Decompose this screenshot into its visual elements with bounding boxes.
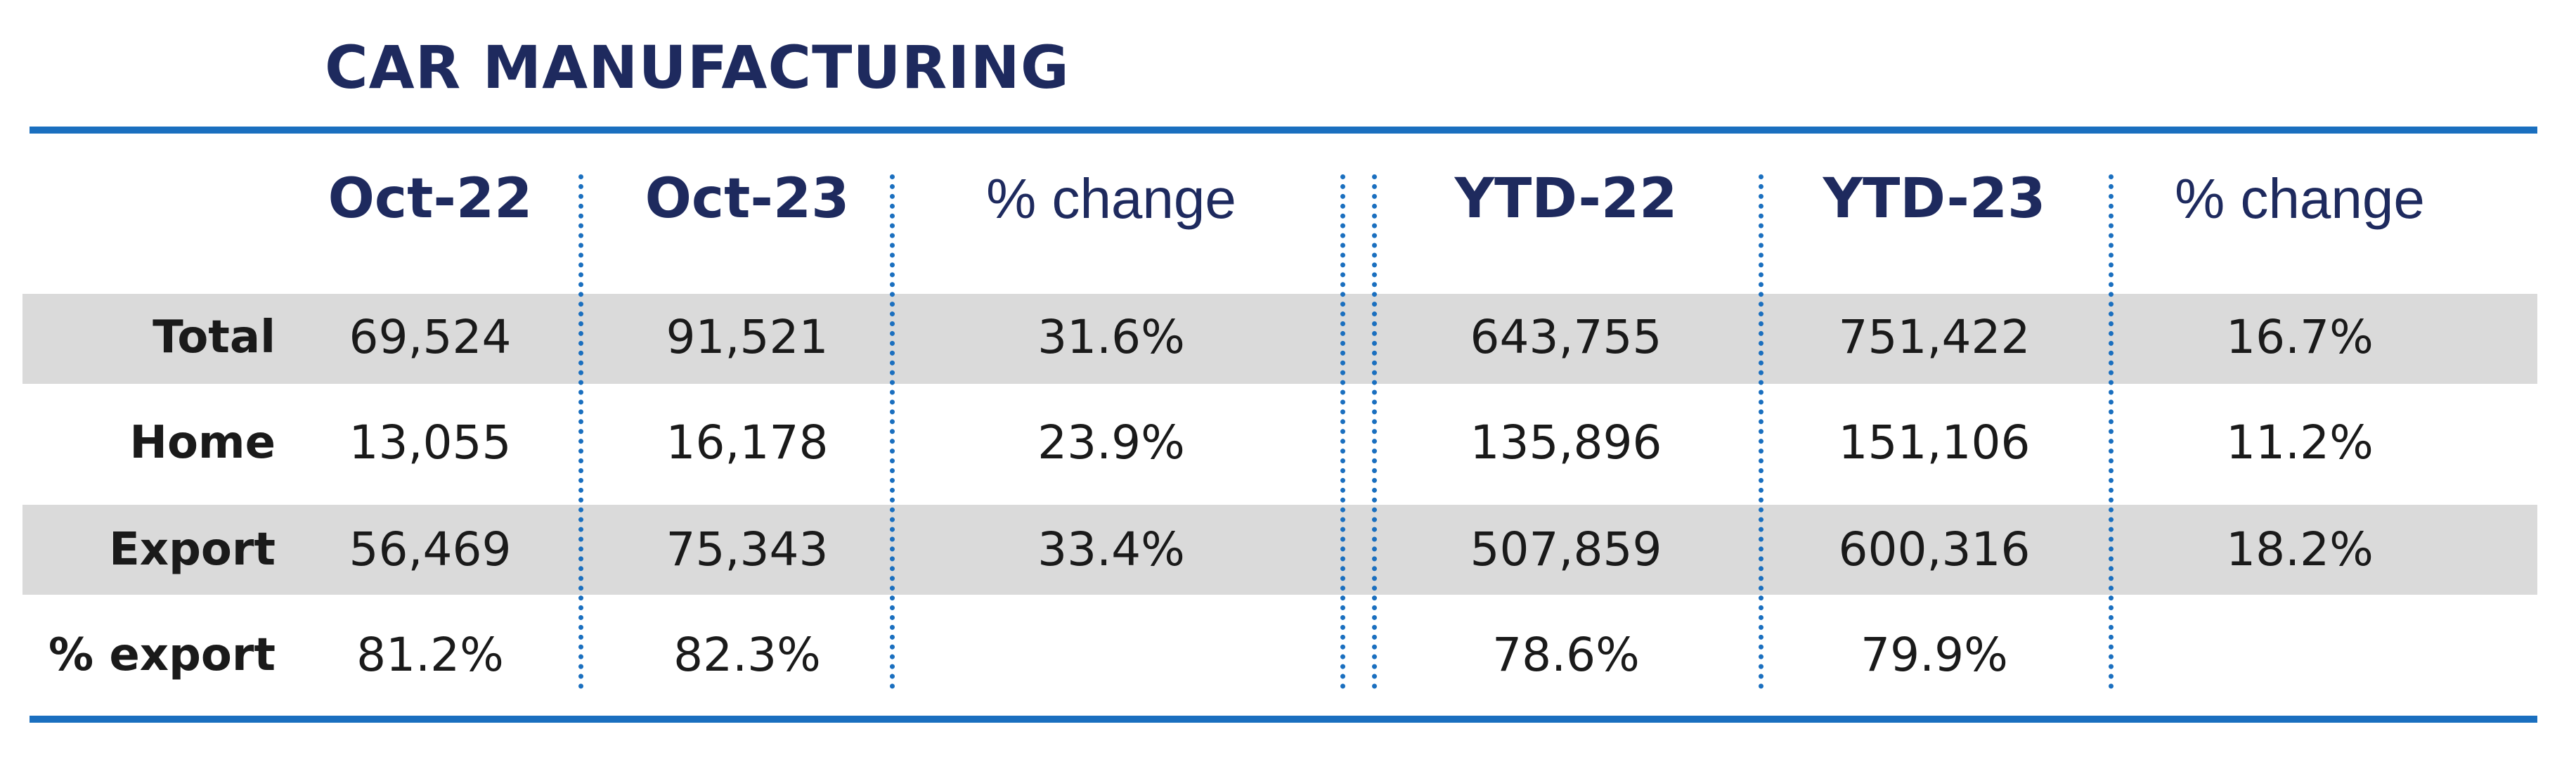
column-divider <box>1340 174 1345 689</box>
table-cell <box>2152 620 2447 690</box>
table-cell: 151,106 <box>1838 415 2031 470</box>
table-cell: 79.9% <box>1860 628 2008 682</box>
row-band-export <box>22 505 2537 595</box>
column-header: Oct-22 <box>328 167 533 231</box>
table-cell: 78.6% <box>1492 628 1640 682</box>
table-cell: 16.7% <box>2226 310 2374 364</box>
column-header: % change <box>986 167 1236 230</box>
column-header: Oct-23 <box>645 167 850 231</box>
column-divider <box>2109 174 2114 689</box>
table-cell: 91,521 <box>666 310 829 364</box>
bottom-rule <box>30 716 2537 723</box>
table-cell: 18.2% <box>2226 522 2374 576</box>
row-band-total <box>22 294 2537 384</box>
table-cell: 507,859 <box>1470 522 1662 576</box>
table-cell: 82.3% <box>673 628 821 682</box>
table-cell <box>964 620 1259 690</box>
column-divider <box>1372 174 1377 689</box>
column-divider <box>578 174 583 689</box>
column-header: YTD-23 <box>1823 167 2046 231</box>
table-cell: 643,755 <box>1470 310 1662 364</box>
table-cell: 751,422 <box>1838 310 2031 364</box>
table-cell: 135,896 <box>1470 415 1662 470</box>
table-cell: 33.4% <box>1037 522 1185 576</box>
table-cell: 16,178 <box>666 415 829 470</box>
page-title: CAR MANUFACTURING <box>325 33 1070 102</box>
table-cell: 69,524 <box>349 310 512 364</box>
row-label: Export <box>109 524 276 576</box>
table-cell: 23.9% <box>1037 415 1185 470</box>
column-header: YTD-22 <box>1454 167 1678 231</box>
column-divider <box>1759 174 1763 689</box>
top-rule <box>30 127 2537 134</box>
row-label: % export <box>48 629 276 681</box>
table-cell: 11.2% <box>2226 415 2374 470</box>
table-cell: 13,055 <box>349 415 512 470</box>
table-cell: 31.6% <box>1037 310 1185 364</box>
table-cell: 600,316 <box>1838 522 2031 576</box>
table-cell: 81.2% <box>356 628 504 682</box>
column-divider <box>890 174 895 689</box>
table-cell: 75,343 <box>666 522 829 576</box>
row-label: Home <box>129 417 276 469</box>
table-cell: 56,469 <box>349 522 512 576</box>
column-header: % change <box>2175 167 2425 230</box>
row-label: Total <box>153 311 276 363</box>
